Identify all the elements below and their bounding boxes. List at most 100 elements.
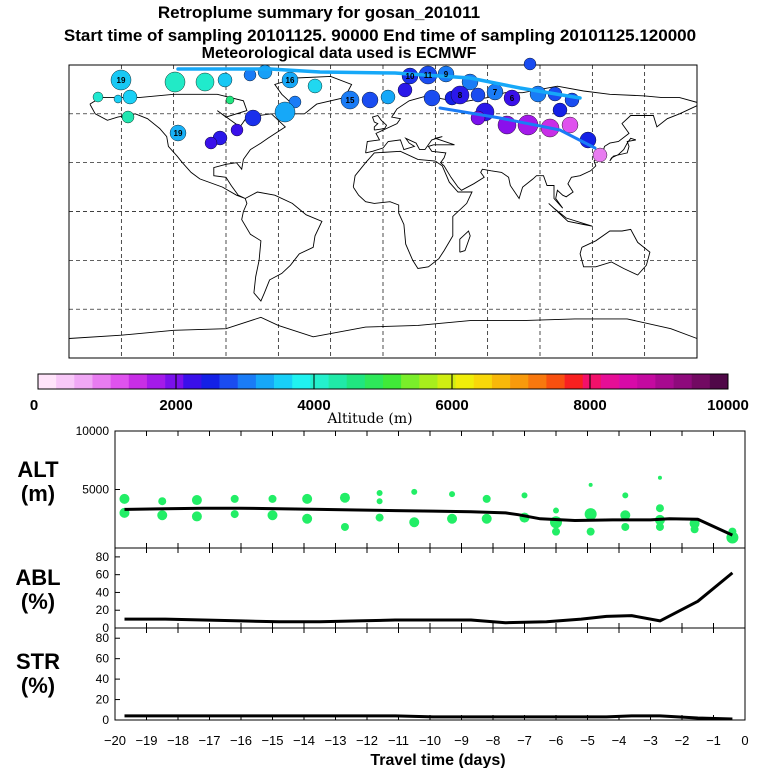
coastline-south-america xyxy=(241,191,323,302)
plume-clusters xyxy=(92,57,608,163)
plume-label: 16 xyxy=(286,76,295,85)
sampling-times: Start time of sampling 20101125. 90000 E… xyxy=(63,26,697,45)
colorbar-swatch xyxy=(110,374,130,389)
colorbar-tick-label: 2000 xyxy=(159,397,192,414)
x-tick-label: −18 xyxy=(167,733,189,748)
plume-label: 15 xyxy=(346,96,355,105)
colorbar-swatch xyxy=(383,374,402,389)
coastline-australia xyxy=(579,228,651,276)
x-tick-label: 0 xyxy=(741,733,748,748)
chart-title: Retroplume summary for gosan_201011 xyxy=(157,3,481,22)
plume-label: 9 xyxy=(444,70,449,79)
colorbar-swatch xyxy=(128,374,148,389)
altitude-marker xyxy=(339,492,350,503)
series-line xyxy=(124,571,734,625)
panel-frame xyxy=(114,430,746,549)
altitude-marker xyxy=(586,527,595,536)
plume-cluster xyxy=(121,110,135,124)
colorbar-swatch xyxy=(38,374,57,389)
plume-cluster xyxy=(225,95,235,105)
colorbar-swatch xyxy=(255,374,275,389)
plume-cluster xyxy=(243,68,257,82)
colorbar-swatch xyxy=(401,374,420,389)
altitude-marker xyxy=(584,508,597,521)
colorbar-swatch xyxy=(637,374,656,389)
plume-cluster xyxy=(361,91,379,109)
y-tick-label: 40 xyxy=(96,585,110,599)
colorbar-tick-label: 0 xyxy=(30,397,38,414)
altitude-marker xyxy=(481,513,492,524)
altitude-marker xyxy=(158,497,167,506)
colorbar-swatch xyxy=(364,374,384,389)
colorbar-swatch xyxy=(328,374,347,389)
altitude-marker xyxy=(657,475,662,480)
plume-cluster xyxy=(217,72,233,88)
altitude-marker xyxy=(230,494,239,503)
plume-cluster xyxy=(380,89,396,105)
series-line xyxy=(124,714,733,721)
x-tick-label: −20 xyxy=(104,733,126,748)
x-tick-label: −11 xyxy=(388,733,409,748)
altitude-marker xyxy=(690,525,699,534)
coastline-madagascar xyxy=(459,230,471,253)
colorbar-swatch xyxy=(709,374,729,389)
panel-str xyxy=(114,627,746,721)
altitude-marker xyxy=(620,510,631,521)
plume-cluster xyxy=(230,123,244,137)
plume-cluster xyxy=(92,91,104,103)
altitude-marker xyxy=(191,495,202,506)
altitude-marker xyxy=(655,522,664,531)
coastline-eurasia xyxy=(365,85,698,209)
altitude-marker xyxy=(230,510,239,519)
colorbar-swatch xyxy=(146,374,166,389)
altitude-marker xyxy=(119,493,130,504)
altitude-marker xyxy=(621,522,630,531)
altitude-marker xyxy=(376,490,383,497)
colorbar-swatch xyxy=(528,374,547,389)
colorbar-swatch xyxy=(219,374,239,389)
panel-frame xyxy=(114,627,746,721)
colorbar-swatch xyxy=(346,374,366,389)
plume-cluster xyxy=(274,101,296,123)
plume-label: 10 xyxy=(406,72,415,81)
plume-label: 6 xyxy=(510,94,515,103)
x-tick-label: −6 xyxy=(549,733,564,748)
y-tick-label: 60 xyxy=(96,568,110,582)
str-ylabel: STR (%) xyxy=(16,649,60,698)
colorbar-tick-label: 6000 xyxy=(435,397,468,414)
coastline-indonesia xyxy=(548,203,593,227)
plume-cluster xyxy=(423,89,441,107)
altitude-marker xyxy=(482,494,491,503)
panel-alt xyxy=(114,430,746,549)
trajectory-ribbon xyxy=(438,106,597,150)
plume-cluster xyxy=(470,87,486,103)
y-tick-label: 0 xyxy=(102,621,109,635)
altitude-marker xyxy=(588,482,593,487)
altitude-marker xyxy=(447,513,458,524)
plume-cluster xyxy=(204,136,218,150)
altitude-marker xyxy=(553,507,559,514)
x-tick-label: −1 xyxy=(706,733,721,748)
plume-cluster xyxy=(169,124,187,142)
colorbar-swatch xyxy=(655,374,674,389)
plume-label: 11 xyxy=(424,71,433,80)
x-tick-label: −16 xyxy=(230,733,252,748)
altitude-marker xyxy=(191,511,202,522)
x-tick-label: −19 xyxy=(135,733,157,748)
x-tick-label: −7 xyxy=(517,733,532,748)
coastline-antarctica xyxy=(68,316,698,339)
x-tick-label: −2 xyxy=(675,733,690,748)
altitude-marker xyxy=(375,513,384,522)
coastline-africa xyxy=(352,150,473,269)
colorbar-swatch xyxy=(419,374,438,389)
plume-cluster xyxy=(592,147,608,163)
colorbar-swatch xyxy=(619,374,638,389)
map-frame xyxy=(68,64,698,359)
plume-label: 19 xyxy=(174,129,183,138)
alt-ylabel: ALT (m) xyxy=(17,457,59,506)
x-tick-label: −13 xyxy=(324,733,346,748)
coastline-north-america xyxy=(89,93,287,199)
x-tick-label: −14 xyxy=(293,733,315,748)
x-tick-label: −15 xyxy=(261,733,283,748)
